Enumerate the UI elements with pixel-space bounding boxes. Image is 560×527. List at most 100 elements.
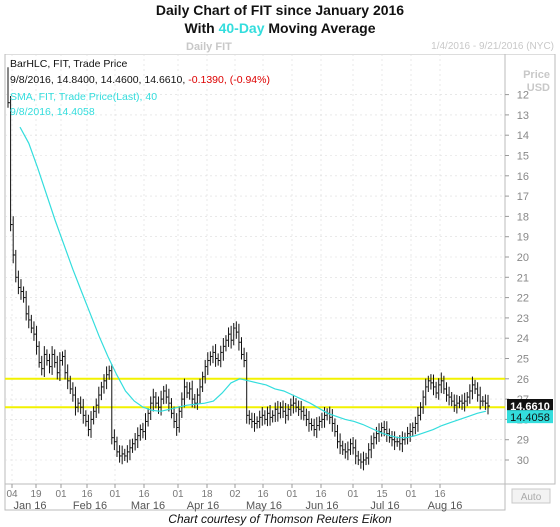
price-bar — [414, 416, 418, 435]
plot-area — [4, 54, 506, 485]
price-bar — [46, 349, 49, 366]
price-bar — [433, 374, 436, 396]
last-price-badge: 14.6610 — [507, 399, 553, 413]
price-bar — [464, 392, 467, 412]
price-bar — [230, 325, 234, 349]
price-bar — [225, 335, 228, 352]
price-bar — [298, 400, 301, 416]
price-bar — [69, 375, 73, 395]
price-bar — [420, 402, 423, 421]
price-bar — [440, 372, 444, 394]
price-bar — [163, 385, 166, 405]
price-bars — [7, 67, 490, 471]
price-bar — [456, 394, 459, 414]
price-bar — [453, 394, 457, 412]
price-bar — [90, 411, 94, 438]
legend-line-1: BarHLC, FIT, Trade Price — [10, 58, 127, 70]
price-bar — [82, 398, 86, 424]
price-bar — [466, 391, 470, 407]
x-month-label: Mar 16 — [131, 500, 165, 512]
price-bar — [407, 426, 410, 445]
auto-scale-button[interactable]: Auto — [511, 488, 551, 504]
price-bar — [300, 400, 304, 420]
price-bar — [74, 386, 78, 416]
price-bar — [259, 410, 262, 429]
price-bar — [427, 375, 431, 392]
price-bar — [41, 355, 44, 376]
price-bar — [199, 378, 202, 404]
price-bar — [331, 409, 335, 432]
y-tick-label: 24 — [517, 333, 529, 345]
price-bar — [51, 346, 55, 375]
price-bar — [438, 378, 441, 400]
price-bar — [349, 438, 353, 455]
price-bar — [277, 400, 280, 422]
price-bar — [10, 96, 13, 232]
date-range-label: 1/4/2016 - 9/21/2016 (NYC) — [431, 41, 554, 52]
price-bar — [458, 396, 462, 409]
x-tick-label: 16 — [138, 489, 150, 500]
price-bar — [23, 286, 26, 303]
price-bar — [248, 410, 252, 425]
y-tick-label: 15 — [517, 151, 529, 163]
x-month-label: May 16 — [246, 500, 282, 512]
price-bar — [100, 381, 104, 401]
sma-line — [19, 126, 487, 439]
y-tick-label: 30 — [517, 455, 529, 467]
auto-scale-label: Auto — [521, 492, 542, 503]
price-bar — [303, 406, 306, 421]
title-prefix: With — [184, 20, 219, 36]
price-chart[interactable]: 30292827262524232221201918171615141312 0… — [0, 54, 560, 512]
price-bar — [375, 426, 379, 445]
price-bar — [12, 216, 16, 264]
price-bar — [443, 375, 446, 395]
price-bar — [344, 443, 348, 459]
price-bar — [116, 436, 119, 457]
x-month-label: Apr 16 — [187, 500, 219, 512]
price-bar — [251, 412, 254, 429]
price-bar — [487, 394, 490, 415]
price-bar — [43, 346, 47, 377]
price-bar — [368, 443, 371, 465]
price-bar — [132, 438, 135, 453]
price-bar — [308, 411, 311, 432]
price-bar — [207, 352, 210, 375]
chart-credit: Chart courtesy of Thomson Reuters Eikon — [168, 512, 392, 526]
price-bar — [360, 453, 363, 469]
y-tick-label: 17 — [517, 191, 529, 203]
x-tick-label: 19 — [30, 489, 42, 500]
price-bar — [256, 416, 260, 429]
price-bar — [113, 429, 117, 451]
price-bar — [318, 416, 322, 431]
price-bar — [36, 325, 39, 355]
price-bar — [33, 321, 36, 341]
price-bar — [17, 270, 21, 295]
price-bar — [469, 384, 472, 404]
price-bar — [241, 337, 244, 360]
legend-line-3: SMA, FIT, Trade Price(Last), 40 — [10, 91, 157, 103]
price-bar — [30, 314, 34, 334]
price-bar — [137, 427, 140, 449]
price-bar — [103, 374, 106, 394]
price-bar — [474, 379, 478, 395]
price-bar — [183, 378, 187, 408]
price-bar — [56, 355, 60, 380]
price-bar — [238, 323, 241, 351]
x-tick-label: 01 — [172, 489, 184, 500]
price-bar — [430, 374, 433, 390]
price-bar — [233, 322, 236, 346]
price-bar — [212, 345, 215, 364]
price-bar — [321, 412, 324, 429]
y-tick-label: 20 — [517, 252, 529, 264]
price-bar — [72, 382, 75, 402]
price-bar — [347, 441, 350, 461]
price-bar — [173, 406, 177, 429]
price-bar — [365, 452, 369, 466]
price-bar — [292, 394, 296, 414]
title-suffix: Moving Average — [264, 20, 376, 36]
price-bar — [28, 305, 31, 329]
price-bar — [111, 363, 114, 445]
price-bar — [479, 386, 483, 410]
price-bar — [461, 394, 465, 410]
price-bar — [106, 366, 109, 390]
